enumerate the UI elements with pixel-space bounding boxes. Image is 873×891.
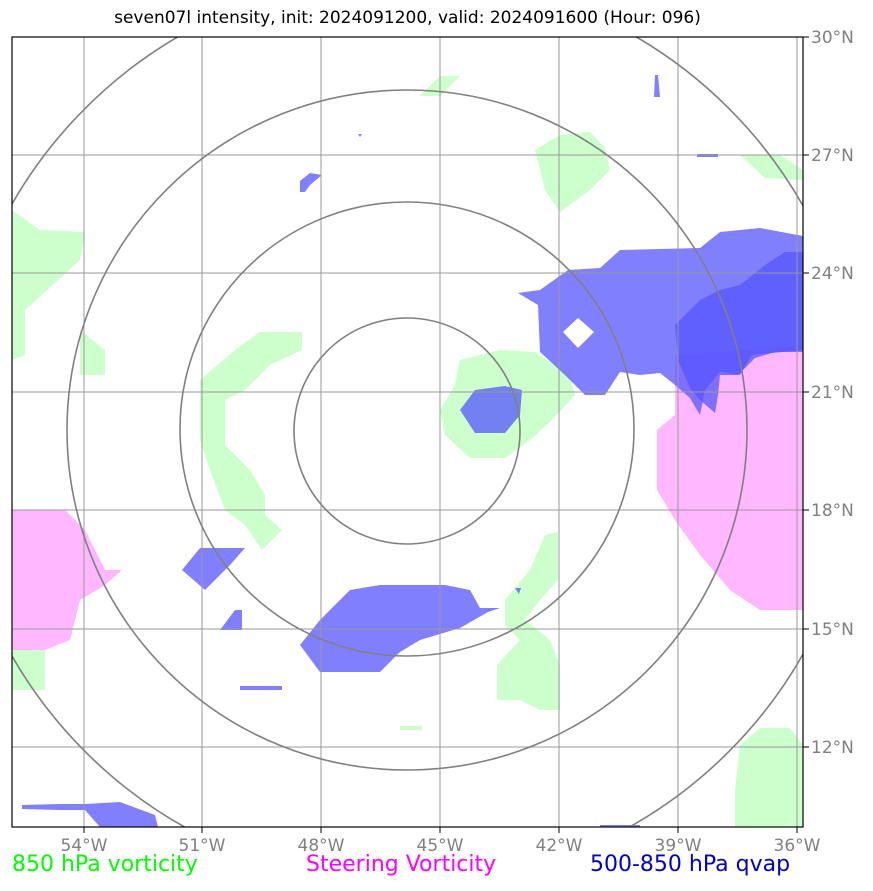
qvap-area	[654, 75, 660, 97]
lon-tick-label: 54°W	[61, 836, 108, 856]
qvap-area	[182, 548, 245, 590]
lon-tick-label: 51°W	[179, 836, 226, 856]
qvap-area	[515, 588, 521, 594]
lat-tick-label: 12°N	[811, 738, 854, 758]
vorticity-850-area	[80, 330, 105, 375]
qvap-area	[300, 173, 322, 192]
vorticity-850-area	[400, 726, 422, 730]
vorticity-850-area	[200, 332, 302, 550]
qvap-area	[22, 802, 158, 827]
lat-tick-label: 18°N	[811, 501, 854, 521]
vorticity-850-area	[535, 132, 610, 212]
plot-frame	[11, 36, 804, 828]
steering-vorticity-area	[12, 510, 122, 650]
lat-tick-label: 24°N	[811, 264, 854, 284]
lon-tick-label: 39°W	[655, 836, 702, 856]
lon-tick-label: 45°W	[417, 836, 464, 856]
range-ring	[293, 317, 521, 545]
lat-tick-label: 27°N	[811, 146, 854, 166]
lon-tick-label: 48°W	[298, 836, 345, 856]
lon-tick-label: 36°W	[774, 836, 821, 856]
vorticity-850-area	[735, 728, 803, 827]
legend-qvap: 500-850 hPa qvap	[590, 852, 791, 877]
lat-tick-label: 30°N	[811, 28, 854, 48]
qvap-area	[240, 686, 282, 690]
qvap-hole	[563, 318, 594, 348]
qvap-area	[675, 252, 803, 413]
steering-vorticity-fields	[12, 345, 803, 650]
vorticity-850-area	[12, 210, 85, 360]
qvap-area	[358, 134, 362, 137]
lat-tick-label: 15°N	[811, 620, 854, 640]
qvap-area	[220, 610, 242, 630]
lat-tick-label: 21°N	[811, 383, 854, 403]
vorticity-850-area	[497, 532, 560, 710]
range-ring	[179, 201, 635, 657]
plot-title: seven07l intensity, init: 2024091200, va…	[114, 8, 701, 28]
legend-850-vorticity: 850 hPa vorticity	[12, 852, 198, 877]
vorticity-850-area	[12, 650, 45, 690]
lon-tick-label: 42°W	[536, 836, 583, 856]
steering-vorticity-area	[657, 345, 803, 610]
gridlines	[12, 37, 803, 827]
range-ring	[66, 89, 748, 771]
vorticity-850-area	[740, 155, 803, 180]
legend-steering-vorticity: Steering Vorticity	[306, 852, 497, 877]
qvap-area	[460, 386, 522, 433]
